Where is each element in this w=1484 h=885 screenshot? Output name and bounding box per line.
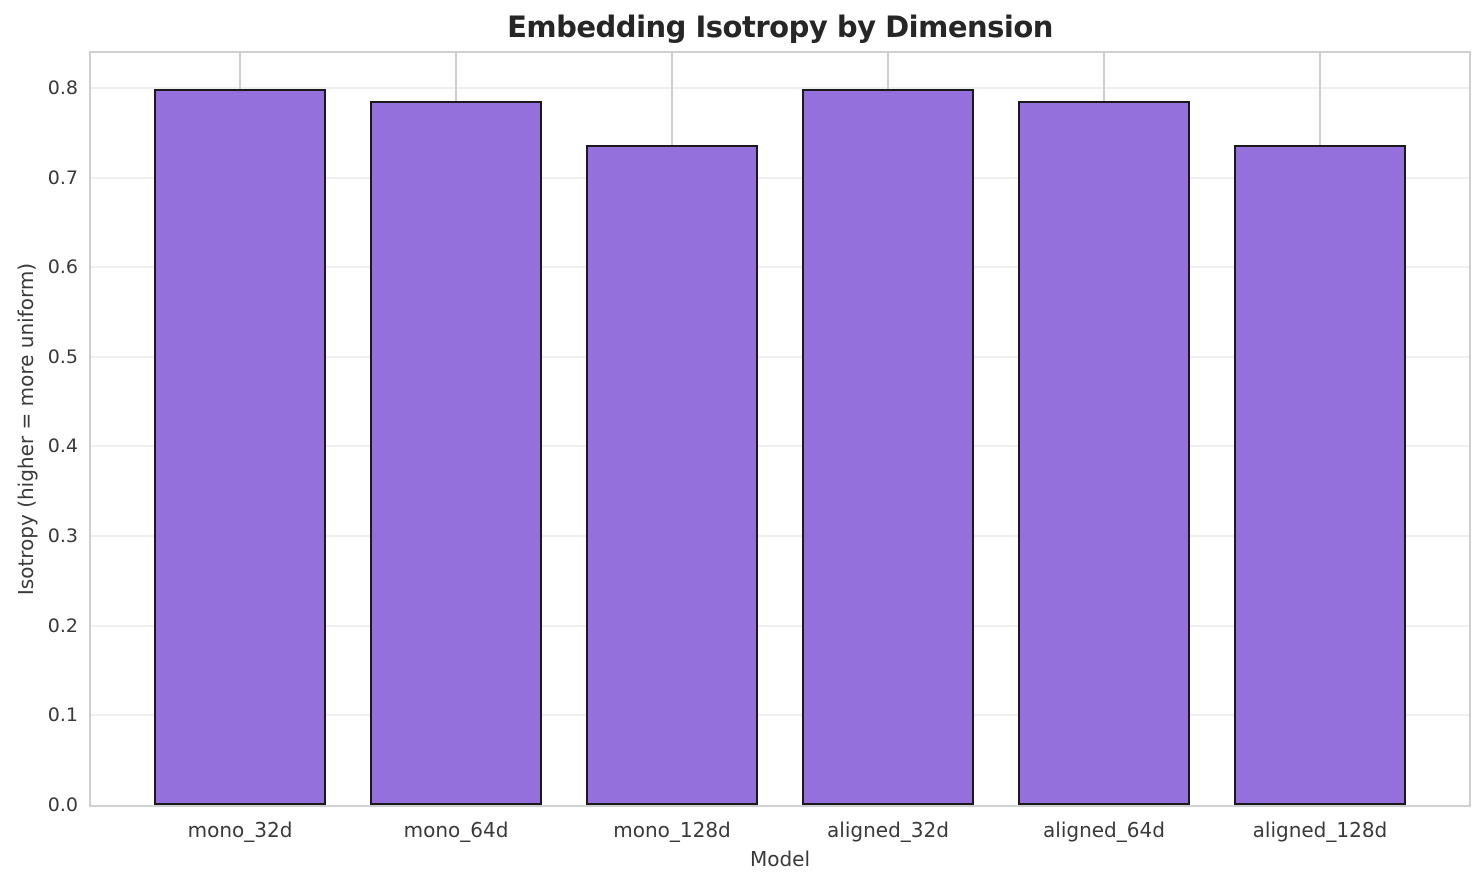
y-tick-label: 0.2 [47, 614, 78, 637]
bar [369, 101, 543, 805]
y-tick-label: 0.7 [47, 166, 78, 189]
bar [153, 88, 327, 805]
plot-area [89, 51, 1471, 807]
y-tick-label: 0.3 [47, 525, 78, 548]
x-tick-label: mono_32d [187, 818, 293, 842]
y-tick-label: 0.5 [47, 345, 78, 368]
y-tick-label: 0.1 [47, 704, 78, 727]
x-axis-label: Model [749, 847, 811, 871]
horizontal-gridline [91, 445, 1469, 448]
bar [1233, 145, 1407, 805]
y-tick-label: 0.0 [47, 794, 78, 816]
x-tick-label: aligned_64d [1043, 818, 1165, 842]
bar [1017, 101, 1191, 805]
horizontal-gridline [91, 86, 1469, 89]
horizontal-gridline [91, 266, 1469, 269]
bar [585, 145, 759, 805]
horizontal-gridline [91, 714, 1469, 717]
horizontal-gridline [91, 624, 1469, 627]
x-tick-label: aligned_32d [827, 818, 949, 842]
x-tick-label: mono_128d [613, 818, 731, 842]
horizontal-gridline [91, 176, 1469, 179]
horizontal-gridline [91, 355, 1469, 358]
y-tick-label: 0.4 [47, 435, 78, 458]
horizontal-gridline [91, 535, 1469, 538]
chart-title: Embedding Isotropy by Dimension [507, 10, 1053, 44]
y-tick-label: 0.8 [47, 76, 78, 99]
y-tick-label: 0.6 [47, 256, 78, 279]
x-tick-label: aligned_128d [1252, 818, 1388, 842]
x-tick-label: mono_64d [403, 818, 509, 842]
bar [801, 88, 975, 805]
